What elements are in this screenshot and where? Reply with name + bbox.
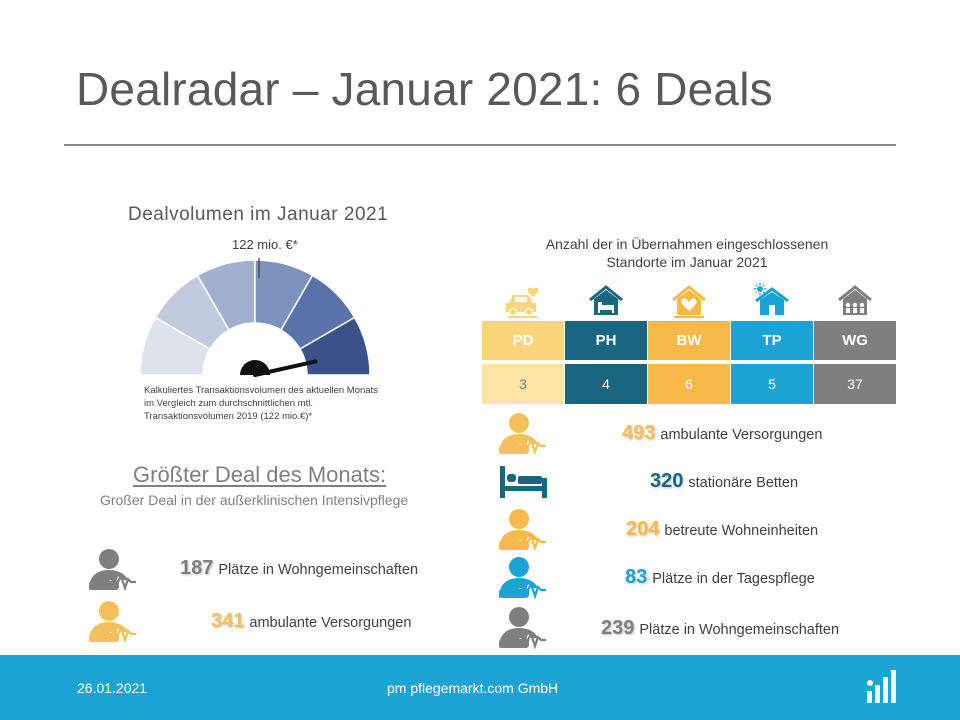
person-pulse-icon bbox=[499, 607, 546, 650]
house-group-icon bbox=[838, 285, 872, 315]
person-pulse-icon bbox=[89, 549, 136, 592]
person-pulse-icon bbox=[89, 601, 136, 644]
stat-number: 341 bbox=[211, 610, 245, 632]
stat-text: Plätze in Wohngemeinschaften bbox=[218, 562, 419, 578]
gauge-segment bbox=[299, 316, 371, 376]
house-bed-icon bbox=[589, 285, 623, 315]
bed-icon bbox=[500, 466, 547, 498]
house-sun-icon bbox=[754, 283, 789, 315]
stat-number: 239 bbox=[601, 617, 635, 639]
gauge-value-label: 122 mio. €* bbox=[232, 237, 298, 252]
page-title: Dealradar – Januar 2021: 6 Deals bbox=[76, 63, 773, 115]
house-heart-icon bbox=[672, 285, 706, 318]
stat-number: 204 bbox=[626, 518, 660, 540]
person-pulse-icon bbox=[499, 413, 546, 456]
location-stat: 493 ambulante Versorgungen bbox=[622, 422, 822, 445]
stat-text: betreute Wohneinheiten bbox=[664, 523, 819, 539]
stat-text: stationäre Betten bbox=[688, 475, 799, 491]
stat-text: Plätze in der Tagespflege bbox=[652, 571, 815, 587]
stat-text: ambulante Versorgungen bbox=[660, 427, 823, 443]
largest-deal-subtitle: Großer Deal in der außerklinischen Inten… bbox=[100, 492, 409, 508]
category-label-ph: PH bbox=[565, 321, 647, 360]
category-label-wg: WG bbox=[814, 321, 896, 360]
stat-number: 493 bbox=[622, 422, 656, 444]
footer-date: 26.01.2021 bbox=[77, 680, 148, 696]
category-label-pd: PD bbox=[482, 321, 564, 360]
car-icon bbox=[506, 287, 539, 318]
largest-deal-stat: 341 ambulante Versorgungen bbox=[211, 610, 411, 633]
location-stat: 83 Plätze in der Tagespflege bbox=[625, 566, 815, 589]
category-label-tp: TP bbox=[731, 321, 813, 360]
locations-heading-line-1: Anzahl der in Übernahmen eingeschlossene… bbox=[545, 236, 829, 252]
gauge-hub bbox=[240, 360, 270, 375]
category-count-pd: 3 bbox=[482, 364, 564, 404]
stat-text: ambulante Versorgungen bbox=[249, 615, 412, 631]
gauge-note: Kalkuliertes Transaktionsvolumen des akt… bbox=[144, 385, 378, 422]
stat-number: 83 bbox=[625, 566, 648, 588]
category-label-bw: BW bbox=[648, 321, 730, 360]
locations-heading-line-2: Standorte im Januar 2021 bbox=[606, 254, 768, 270]
category-count-wg: 37 bbox=[814, 364, 896, 404]
location-stat: 320 stationäre Betten bbox=[650, 470, 798, 493]
stat-number: 320 bbox=[650, 470, 684, 492]
stat-text: Plätze in Wohngemeinschaften bbox=[639, 622, 840, 638]
locations-heading: Anzahl der in Übernahmen eingeschlossene… bbox=[490, 235, 884, 271]
footer-company: pm pflegemarkt.com GmbH bbox=[387, 680, 559, 696]
pflegemarkt-logo-icon bbox=[867, 670, 896, 703]
location-stat: 204 betreute Wohneinheiten bbox=[626, 518, 818, 541]
category-count-bw: 6 bbox=[648, 364, 730, 404]
stat-number: 187 bbox=[180, 557, 214, 579]
location-stat: 239 Plätze in Wohngemeinschaften bbox=[601, 617, 839, 640]
category-count-tp: 5 bbox=[731, 364, 813, 404]
footer-bar bbox=[0, 655, 960, 720]
deal-volume-gauge: 122 mio. €* bbox=[139, 237, 371, 377]
gauge-title: Dealvolumen im Januar 2021 bbox=[128, 204, 389, 225]
category-count-ph: 4 bbox=[565, 364, 647, 404]
person-pulse-icon bbox=[499, 509, 546, 552]
largest-deal-stat: 187 Plätze in Wohngemeinschaften bbox=[180, 557, 418, 580]
title-divider bbox=[64, 144, 896, 146]
person-pulse-icon bbox=[499, 557, 546, 600]
largest-deal-heading: Größter Deal des Monats: bbox=[133, 462, 387, 487]
